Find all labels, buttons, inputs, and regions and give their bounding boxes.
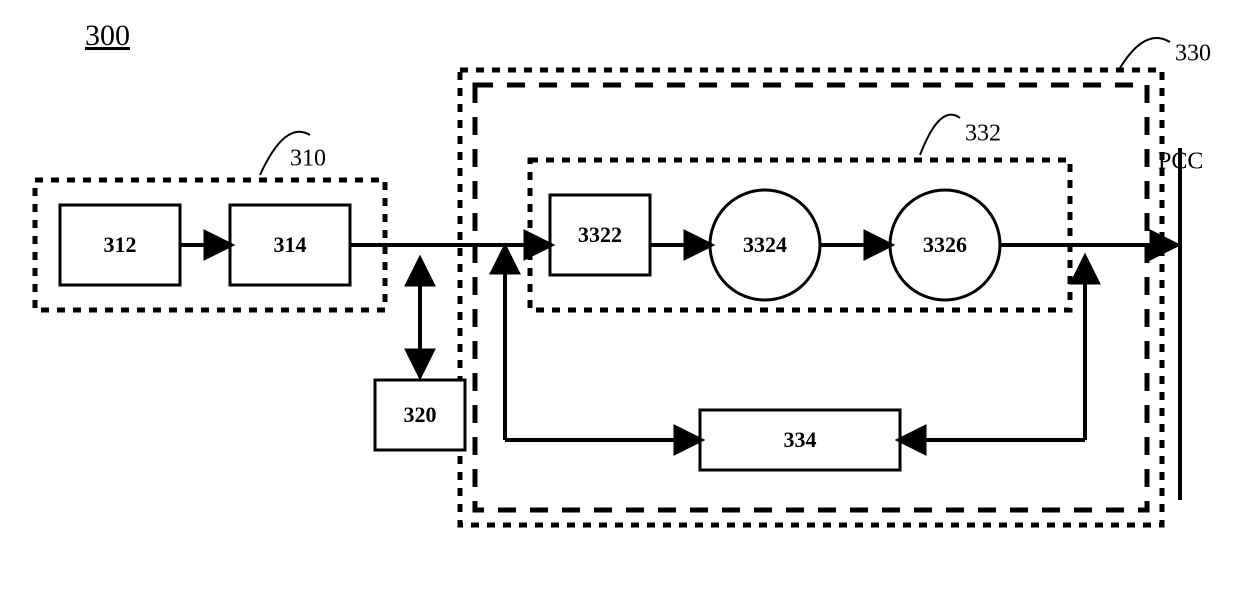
callout-leader-c332 xyxy=(920,115,960,155)
node-label-n314: 314 xyxy=(274,232,307,257)
node-label-n320: 320 xyxy=(404,402,437,427)
callout-label-c310: 310 xyxy=(290,146,326,172)
callout-leader-c330 xyxy=(1120,38,1170,68)
node-label-n3324: 3324 xyxy=(743,232,787,257)
node-label-n312: 312 xyxy=(104,232,137,257)
node-label-n3326: 3326 xyxy=(923,232,967,257)
figure-label: 300 xyxy=(85,19,130,52)
node-label-n334: 334 xyxy=(784,427,817,452)
pcc-label: PCC xyxy=(1158,149,1203,175)
callout-label-c332: 332 xyxy=(965,121,1001,147)
callout-label-c330: 330 xyxy=(1175,41,1211,67)
node-label-n3322: 3322 xyxy=(578,222,622,247)
